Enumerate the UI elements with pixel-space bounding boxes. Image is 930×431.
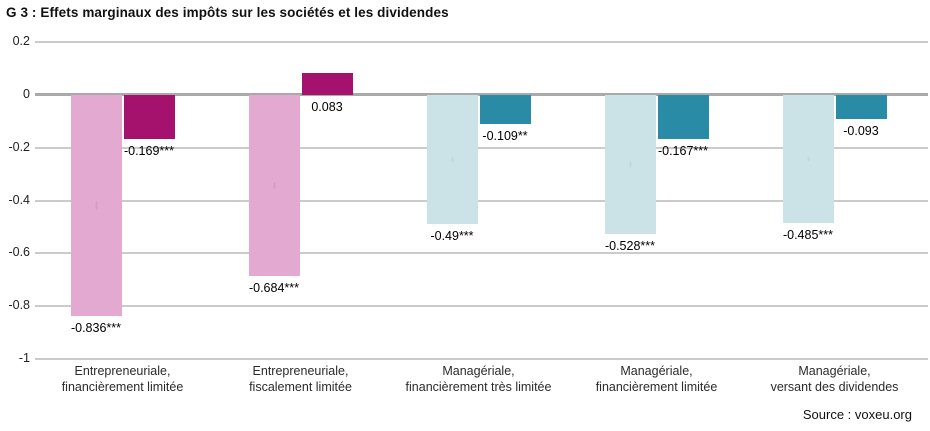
category-label-line1: Entrepreneuriale,: [252, 364, 349, 378]
gridline: [35, 146, 928, 149]
bar-value-label: -0.684***: [248, 280, 300, 295]
category-label-line1: Managériale,: [798, 364, 871, 378]
bar-value-label: -0.169***: [123, 144, 175, 159]
bar-value-label: -0.49***: [430, 229, 474, 244]
gridline: [35, 252, 928, 255]
category-label: Managériale, financièrement très limitée: [387, 364, 571, 395]
category-label-line1: Managériale,: [620, 364, 693, 378]
gridline: [35, 305, 928, 308]
bar-value-label: -0.485***: [782, 227, 834, 242]
bar: [479, 94, 531, 124]
category-label-line2: financièrement très limitée: [405, 379, 552, 394]
bar: [657, 94, 709, 139]
bar: [782, 94, 834, 223]
category-label-line1: Managériale,: [442, 364, 515, 378]
category-label: Entrepreneuriale, financièrement limitée: [31, 364, 215, 395]
category-label-line2: financièrement limitée: [595, 379, 718, 394]
bar-value-label: -0.093: [843, 124, 879, 139]
category-label-line2: fiscalement limitée: [249, 379, 352, 394]
category-label-line2: versant des dividendes: [770, 379, 899, 394]
gridline: [35, 199, 928, 202]
y-tick-label: -0.6: [8, 245, 30, 260]
bar-value-label: 0.083: [311, 99, 343, 114]
bar: [248, 94, 300, 276]
bar-value-label: -0.167***: [657, 143, 709, 158]
bar: [70, 94, 122, 316]
bar: [301, 72, 353, 95]
category-label-line1: Entrepreneuriale,: [74, 364, 171, 378]
y-tick-label: -0.4: [8, 192, 30, 207]
bar: [604, 94, 656, 235]
chart-title: G 3 : Effets marginaux des impôts sur le…: [6, 5, 449, 20]
category-label: Entrepreneuriale, fiscalement limitée: [209, 364, 393, 395]
bar-value-label: -0.109**: [482, 128, 528, 143]
category-label: Managériale, versant des dividendes: [743, 364, 927, 395]
gridline: [35, 41, 928, 43]
y-tick-label: 0.2: [12, 34, 30, 48]
bar-value-label: -0.528***: [604, 239, 656, 254]
bar: [835, 94, 887, 120]
y-tick-label: -0.8: [8, 298, 30, 313]
bar-value-label: -0.836***: [70, 320, 122, 335]
source-note: Source : voxeu.org: [802, 407, 912, 422]
bar: [123, 94, 175, 140]
y-tick-label: -1: [18, 351, 30, 365]
gridline: [35, 358, 928, 360]
y-tick-label: -0.2: [8, 139, 30, 154]
category-label: Managériale, financièrement limitée: [565, 364, 749, 395]
y-tick-label: 0: [23, 86, 30, 101]
category-label-line2: financièrement limitée: [61, 379, 184, 394]
bar: [426, 94, 478, 225]
